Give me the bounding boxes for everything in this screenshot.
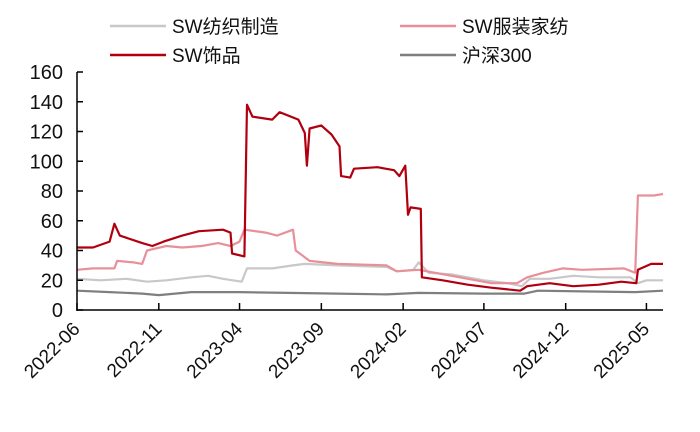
axes: 0 20 40 60 80 100 120 140 160 2022-06 2022-11 2023-…: [20, 62, 663, 383]
y-tick-label: 140: [30, 92, 63, 114]
x-tick-label: 2022-11: [103, 319, 166, 382]
legend-label-1: SW服装家纺: [462, 16, 569, 38]
y-tick-label: 60: [41, 211, 63, 233]
x-tick-label: 2024-02: [347, 319, 411, 383]
series-line-3: [76, 289, 664, 297]
legend-label-2: SW饰品: [172, 45, 241, 67]
plot-lines: [76, 103, 664, 297]
legend-label-0: SW纺织制造: [172, 16, 279, 38]
x-tick-label: 2023-04: [183, 318, 247, 382]
series-line-1: [76, 192, 664, 285]
series-line-2: [77, 103, 663, 292]
x-tick-label: 2024-07: [427, 319, 491, 383]
y-tick-label: 160: [30, 62, 63, 84]
x-tick-label: 2025-05: [590, 319, 654, 383]
y-tick-label: 20: [41, 270, 63, 292]
y-tick-label: 40: [41, 241, 63, 263]
x-tick-label: 2022-06: [20, 319, 84, 383]
y-tick-label: 0: [52, 300, 63, 322]
x-tick-label: 2023-09: [265, 319, 329, 383]
x-tick-label: 2024-12: [509, 319, 573, 383]
y-tick-label: 120: [30, 122, 63, 144]
y-tick-label: 100: [30, 151, 63, 173]
legend-label-3: 沪深300: [462, 45, 532, 67]
legend: SW纺织制造 SW服装家纺 SW饰品 沪深300: [110, 16, 569, 67]
y-tick-label: 80: [41, 181, 63, 203]
